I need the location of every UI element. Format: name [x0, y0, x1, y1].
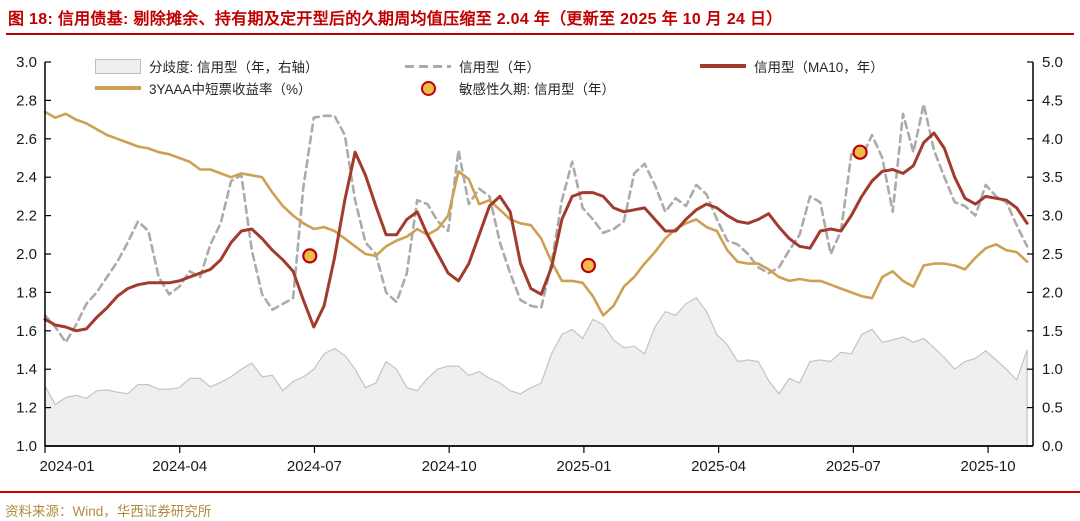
right-tick-label: 0.0	[1042, 438, 1063, 455]
right-tick-label: 2.5	[1042, 246, 1063, 263]
right-tick-label: 5.0	[1042, 54, 1063, 71]
x-tick-label: 2025-10	[961, 458, 1016, 475]
scatter-point-sensitive-duration	[852, 144, 868, 160]
footer-rule	[0, 491, 1080, 493]
scatter-point-sensitive-duration	[580, 257, 597, 274]
left-tick-label: 2.4	[16, 169, 37, 186]
left-tick-label: 1.4	[16, 361, 37, 378]
scatter-point-sensitive-duration	[302, 248, 318, 264]
series-divergence-area	[44, 297, 1028, 447]
x-tick-label: 2025-07	[826, 458, 881, 475]
figure-title: 图 18: 信用债基: 剔除摊余、持有期及定开型后的久期周均值压缩至 2.04 …	[8, 11, 783, 28]
left-tick-label: 3.0	[16, 54, 37, 71]
red-line-swatch-icon	[700, 64, 746, 68]
right-tick-label: 3.0	[1042, 208, 1063, 225]
series-credit-ma10	[43, 131, 1029, 333]
legend-label: 敏感性久期: 信用型（年）	[459, 82, 616, 97]
legend-label: 分歧度: 信用型（年，右轴）	[149, 60, 319, 75]
left-tick-label: 2.6	[16, 131, 37, 148]
x-tick-label: 2024-10	[422, 458, 477, 475]
left-tick-label: 1.8	[16, 284, 37, 301]
title-underline	[6, 33, 1074, 36]
x-tick-label: 2024-07	[287, 458, 342, 475]
left-tick-label: 2.2	[16, 208, 37, 225]
gold-line-swatch-icon	[95, 86, 141, 90]
legend-label: 信用型（MA10，年）	[754, 60, 884, 75]
series-credit-weekly	[43, 102, 1029, 344]
series-yield-3yaaa	[43, 110, 1029, 317]
legend-item-credit-ma10: 信用型（MA10，年）	[700, 58, 884, 75]
x-tick-label: 2024-01	[39, 458, 94, 475]
legend-label: 信用型（年）	[459, 60, 540, 75]
legend-label: 3YAAA中短票收益率（%）	[149, 82, 312, 97]
legend-item-credit-weekly: 信用型（年）	[405, 58, 540, 75]
left-tick-label: 2.8	[16, 92, 37, 109]
right-tick-label: 4.5	[1042, 92, 1063, 109]
right-tick-label: 1.0	[1042, 361, 1063, 378]
right-tick-label: 4.0	[1042, 131, 1063, 148]
legend-item-3yaaa-yield: 3YAAA中短票收益率（%）	[95, 80, 312, 97]
right-tick-label: 1.5	[1042, 323, 1063, 340]
right-tick-label: 3.5	[1042, 169, 1063, 186]
legend-item-sensitive-duration: 敏感性久期: 信用型（年）	[405, 80, 616, 97]
x-tick-label: 2025-01	[556, 458, 611, 475]
dashed-line-swatch-icon	[405, 64, 451, 68]
left-tick-label: 2.0	[16, 246, 37, 263]
x-tick-label: 2024-04	[152, 458, 207, 475]
legend-item-divergence: 分歧度: 信用型（年，右轴）	[95, 58, 319, 75]
scatter-dot-swatch-icon	[420, 80, 436, 96]
left-tick-label: 1.2	[16, 400, 37, 417]
left-tick-label: 1.6	[16, 323, 37, 340]
right-tick-label: 2.0	[1042, 284, 1063, 301]
area-swatch-icon	[95, 58, 141, 74]
left-tick-label: 1.0	[16, 438, 37, 455]
x-tick-label: 2025-04	[691, 458, 746, 475]
source-note: 资料来源：Wind，华西证券研究所	[5, 504, 212, 519]
right-tick-label: 0.5	[1042, 400, 1063, 417]
